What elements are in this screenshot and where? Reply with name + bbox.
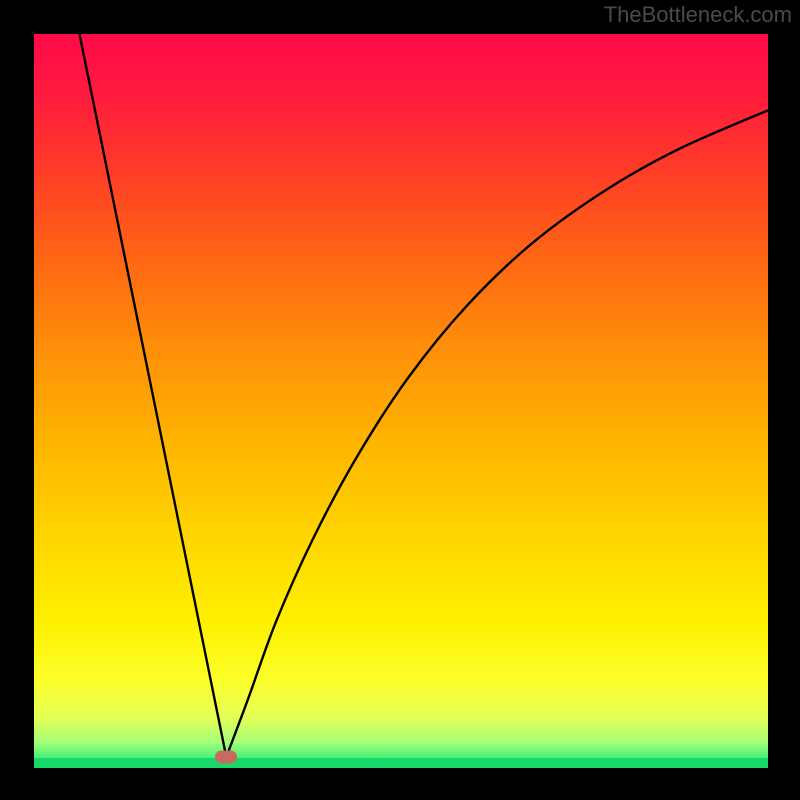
plot-area (34, 34, 768, 768)
curve-path (80, 34, 768, 757)
attribution-text: TheBottleneck.com (604, 2, 792, 28)
optimal-point-marker (215, 750, 237, 763)
bottleneck-curve (34, 34, 768, 768)
